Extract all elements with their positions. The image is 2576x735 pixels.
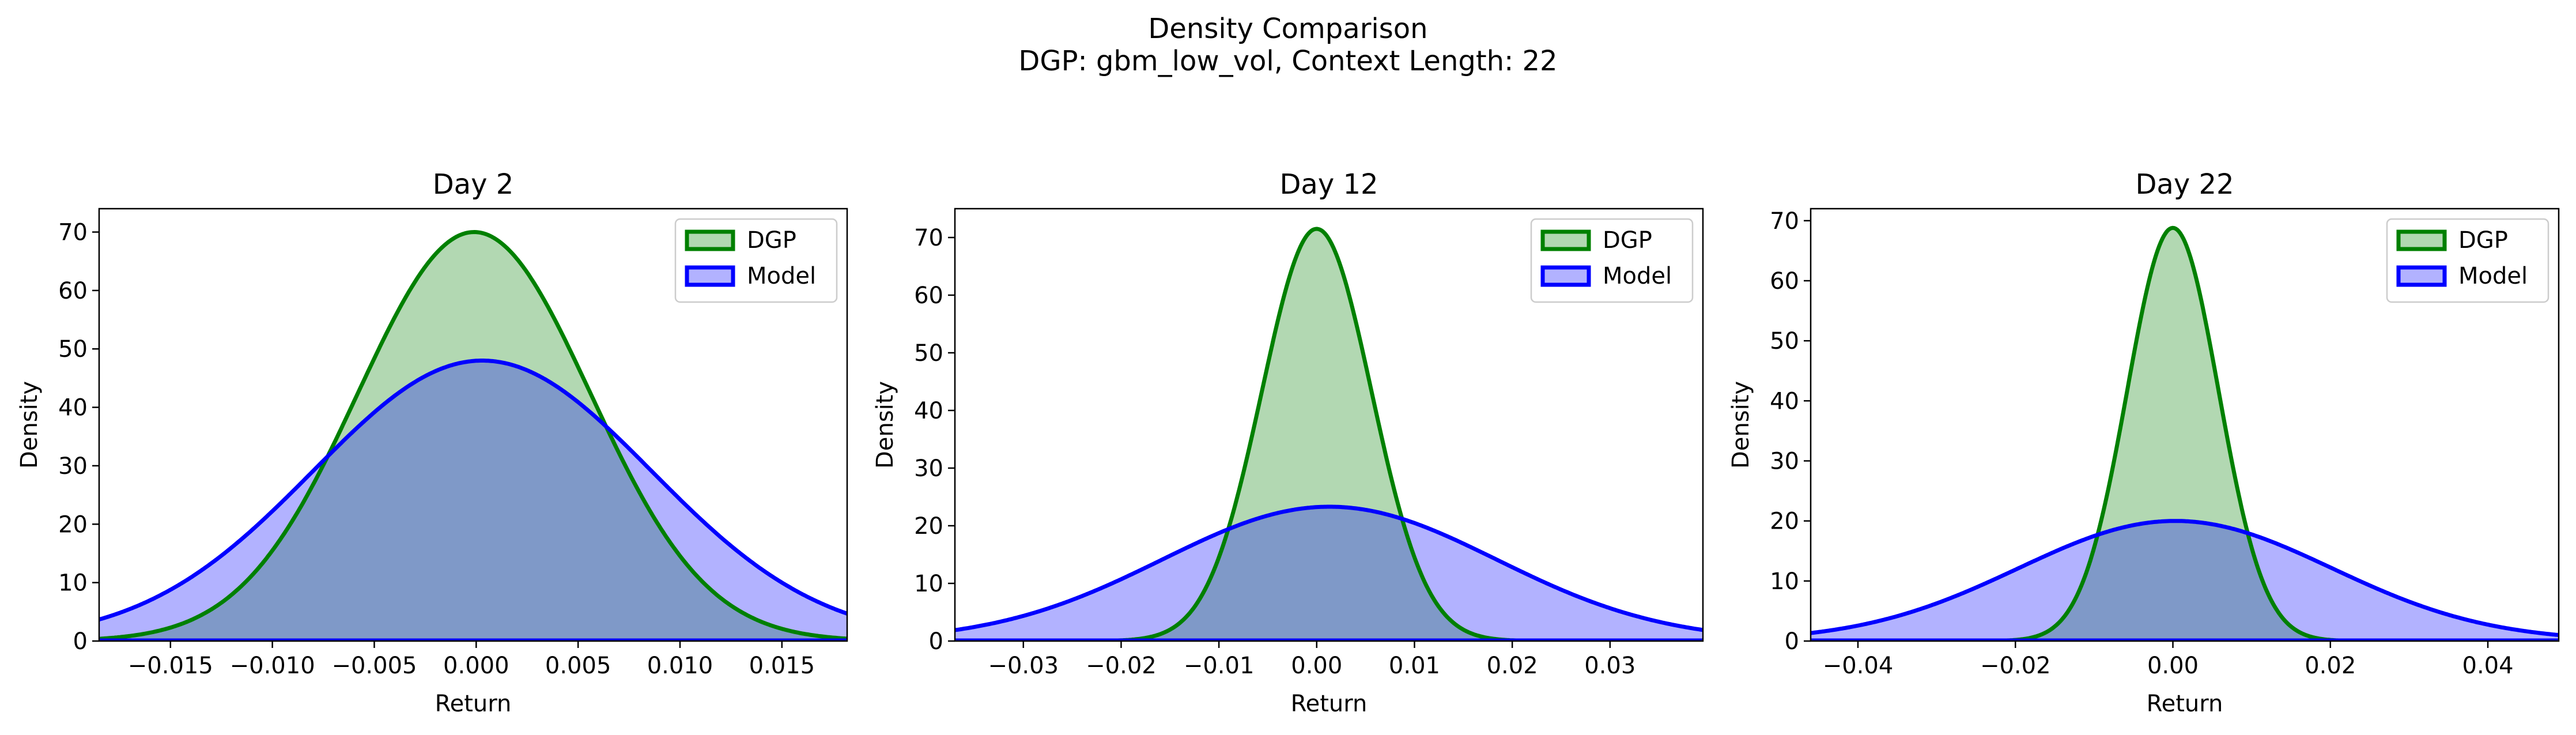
- x-tick-label: 0.00: [2147, 653, 2199, 679]
- legend-label-dgp: DGP: [1603, 227, 1652, 254]
- y-tick-label: 60: [914, 282, 943, 309]
- plot-area: [99, 230, 847, 641]
- y-tick-label: 10: [914, 571, 943, 597]
- legend: DGP Model: [1530, 218, 1694, 303]
- y-tick-label: 60: [58, 278, 88, 304]
- overlap-density-area: [99, 360, 847, 641]
- x-tick-label: 0.005: [545, 653, 611, 679]
- y-tick-label: 60: [1770, 268, 1799, 295]
- x-axis-label: Return: [1291, 691, 1368, 717]
- y-tick-label: 0: [929, 628, 943, 655]
- y-tick-label: 0: [1785, 628, 1799, 655]
- legend-label-dgp: DGP: [747, 227, 796, 254]
- x-axis-label: Return: [435, 691, 512, 717]
- overlap-density-area: [955, 507, 1703, 641]
- x-tick-label: 0.02: [2305, 653, 2356, 679]
- y-tick-label: 0: [73, 628, 88, 655]
- x-tick-label: −0.03: [988, 653, 1059, 679]
- y-tick-label: 20: [1770, 508, 1799, 535]
- x-tick-label: 0.015: [749, 653, 815, 679]
- x-tick-label: 0.02: [1487, 653, 1538, 679]
- y-tick-label: 70: [1770, 208, 1799, 235]
- x-tick-label: 0.03: [1584, 653, 1636, 679]
- legend: DGP Model: [2386, 218, 2549, 303]
- legend-swatch-dgp: [1540, 229, 1591, 251]
- y-tick-label: 20: [914, 513, 943, 540]
- y-tick-label: 30: [1770, 448, 1799, 475]
- y-tick-label: 30: [58, 453, 88, 480]
- legend-swatch-model: [2396, 265, 2447, 287]
- legend-label-model: Model: [2458, 263, 2528, 289]
- y-tick-label: 70: [58, 220, 88, 246]
- x-axis-label: Return: [2147, 691, 2223, 717]
- y-tick-label: 50: [914, 340, 943, 367]
- y-axis-label: Density: [16, 381, 43, 469]
- axes-frame: [1810, 208, 2560, 642]
- figure-title-line1: Density Comparison: [1148, 13, 1427, 45]
- y-tick-label: 30: [914, 455, 943, 482]
- x-tick-label: 0.000: [443, 653, 509, 679]
- x-tick-label: −0.015: [128, 653, 213, 679]
- dgp-density-line: [99, 230, 847, 641]
- dgp-density-area: [1811, 228, 2559, 641]
- x-tick-label: 0.04: [2462, 653, 2514, 679]
- chart-panel-2: −0.03 −0.02 −0.01 0.00 0.01 0.02 0.03 0 10 20 30 40…: [872, 168, 1704, 717]
- legend-swatch-model: [685, 265, 735, 287]
- dgp-density-area: [955, 229, 1703, 641]
- legend: DGP Model: [674, 218, 838, 303]
- axes-frame: [98, 208, 848, 642]
- chart-panel-3: −0.04 −0.02 0.00 0.02 0.04 0 10 20 30 40 50 60 70 Day…: [1728, 168, 2560, 717]
- legend-swatch-model: [1540, 265, 1591, 287]
- x-tick-label: 0.00: [1291, 653, 1342, 679]
- model-density-line: [955, 504, 1703, 632]
- y-tick-label: 40: [1770, 388, 1799, 414]
- x-tick-label: −0.01: [1184, 653, 1255, 679]
- plot-area: [1811, 225, 2559, 641]
- legend-label-model: Model: [747, 263, 816, 289]
- legend-label-dgp: DGP: [2458, 227, 2508, 254]
- legend-swatch-dgp: [685, 229, 735, 251]
- x-tick-label: −0.04: [1823, 653, 1894, 679]
- y-tick-label: 10: [58, 570, 88, 597]
- y-axis-label: Density: [872, 381, 898, 469]
- x-tick-label: 0.01: [1389, 653, 1440, 679]
- x-tick-label: 0.010: [647, 653, 713, 679]
- y-tick-label: 10: [1770, 568, 1799, 595]
- panel-title: Day 12: [1279, 168, 1378, 201]
- y-tick-label: 20: [58, 511, 88, 538]
- overlap-density-area: [1811, 521, 2559, 641]
- y-tick-label: 40: [914, 398, 943, 424]
- chart-panels: −0.015 −0.010 −0.005 0.000 0.005 0.010 0.01501…: [16, 168, 2560, 717]
- model-density-line: [1811, 519, 2559, 638]
- y-axis-label: Density: [1728, 381, 1754, 469]
- y-tick-label: 50: [1770, 328, 1799, 355]
- dgp-density-line: [1811, 225, 2559, 641]
- x-tick-label: −0.010: [230, 653, 315, 679]
- chart-panel-1: −0.015 −0.010 −0.005 0.000 0.005 0.010 0.015 0 1…: [16, 168, 848, 717]
- panel-title: Day 22: [2135, 168, 2234, 201]
- y-tick-label: 40: [58, 395, 88, 421]
- figure-title-line2: DGP: gbm_low_vol, Context Length: 22: [1018, 45, 1557, 77]
- y-tick-label: 70: [914, 225, 943, 251]
- axes-frame: [954, 208, 1704, 642]
- x-tick-label: −0.005: [331, 653, 417, 679]
- y-tick-label: 50: [58, 336, 88, 363]
- legend-label-model: Model: [1603, 263, 1672, 289]
- legend-swatch-dgp: [2396, 229, 2447, 251]
- x-tick-label: −0.02: [1086, 653, 1157, 679]
- x-tick-label: −0.02: [1980, 653, 2051, 679]
- panel-title: Day 2: [433, 168, 514, 201]
- model-density-line: [99, 359, 847, 621]
